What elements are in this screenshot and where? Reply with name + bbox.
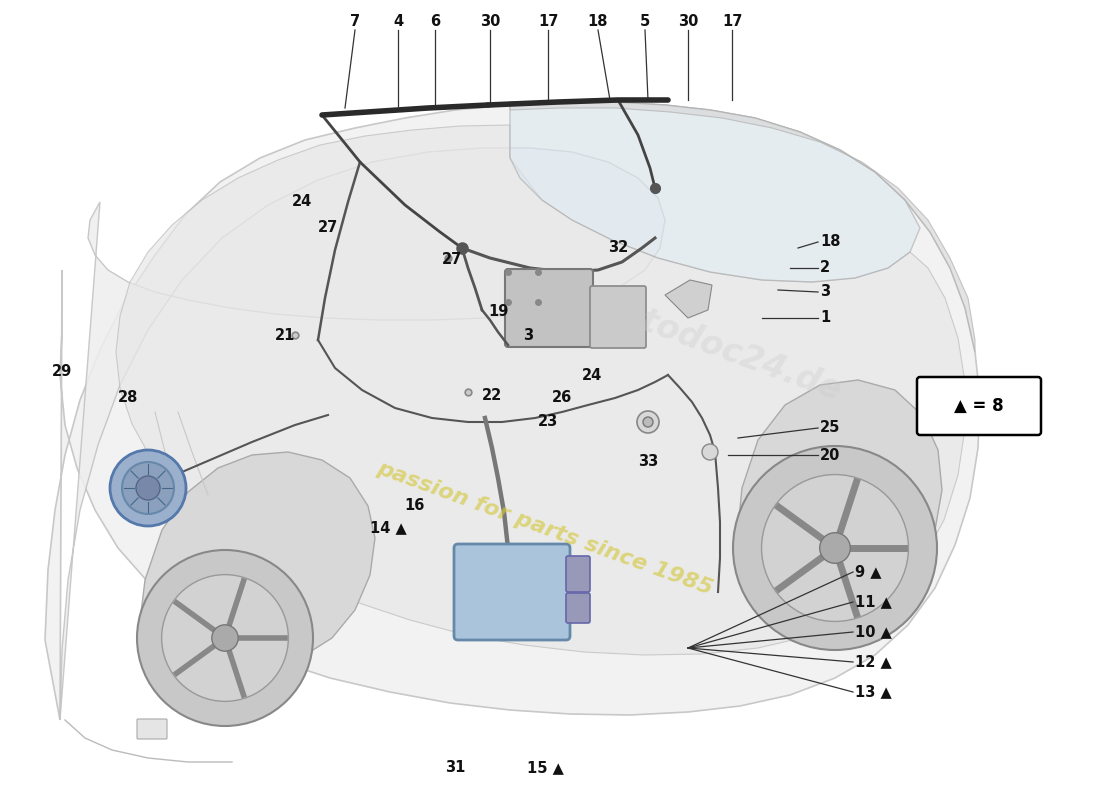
Text: 18: 18 <box>587 14 608 30</box>
Text: 25: 25 <box>820 421 840 435</box>
Circle shape <box>122 462 174 514</box>
Circle shape <box>637 411 659 433</box>
Circle shape <box>212 625 239 651</box>
FancyBboxPatch shape <box>138 719 167 739</box>
Circle shape <box>733 446 937 650</box>
Text: 1: 1 <box>820 310 830 326</box>
Circle shape <box>138 550 314 726</box>
Text: 14 ▲: 14 ▲ <box>370 521 406 535</box>
Text: 30: 30 <box>678 14 698 30</box>
Text: 32: 32 <box>608 241 628 255</box>
Text: 30: 30 <box>480 14 501 30</box>
Text: 5: 5 <box>640 14 650 30</box>
Polygon shape <box>666 280 712 318</box>
Text: 13 ▲: 13 ▲ <box>855 685 892 699</box>
Text: 29: 29 <box>52 365 73 379</box>
Text: 20: 20 <box>820 447 840 462</box>
Text: 17: 17 <box>722 14 742 30</box>
Text: 12 ▲: 12 ▲ <box>855 654 892 670</box>
Polygon shape <box>60 148 665 720</box>
Text: 33: 33 <box>638 454 658 470</box>
Text: 16: 16 <box>405 498 426 513</box>
Text: 3: 3 <box>522 327 534 342</box>
Circle shape <box>110 450 186 526</box>
Polygon shape <box>510 102 975 352</box>
Polygon shape <box>510 102 920 282</box>
Text: ▲ = 8: ▲ = 8 <box>954 397 1004 415</box>
Text: 22: 22 <box>482 387 502 402</box>
Circle shape <box>702 444 718 460</box>
Text: 2: 2 <box>820 261 830 275</box>
FancyBboxPatch shape <box>590 286 646 348</box>
Text: passion for parts since 1985: passion for parts since 1985 <box>374 458 716 598</box>
Text: autodoc24.de: autodoc24.de <box>594 289 847 407</box>
FancyBboxPatch shape <box>505 269 593 347</box>
Text: 10 ▲: 10 ▲ <box>855 625 892 639</box>
Text: 7: 7 <box>350 14 360 30</box>
Circle shape <box>761 474 909 622</box>
FancyBboxPatch shape <box>566 593 590 623</box>
Text: 19: 19 <box>487 305 508 319</box>
Polygon shape <box>116 125 965 655</box>
Polygon shape <box>736 380 942 618</box>
FancyBboxPatch shape <box>917 377 1041 435</box>
Polygon shape <box>45 102 980 720</box>
Text: 17: 17 <box>538 14 558 30</box>
Text: 31: 31 <box>444 761 465 775</box>
Circle shape <box>162 574 288 702</box>
Text: 11 ▲: 11 ▲ <box>855 594 892 610</box>
Circle shape <box>644 417 653 427</box>
Text: 26: 26 <box>552 390 572 406</box>
Text: 28: 28 <box>118 390 139 406</box>
Text: 27: 27 <box>318 221 338 235</box>
Text: 9 ▲: 9 ▲ <box>855 565 881 579</box>
Text: 27: 27 <box>442 253 462 267</box>
Text: 15 ▲: 15 ▲ <box>527 761 563 775</box>
Text: 6: 6 <box>430 14 440 30</box>
FancyBboxPatch shape <box>454 544 570 640</box>
Text: 24: 24 <box>292 194 312 210</box>
Text: 18: 18 <box>820 234 840 250</box>
Text: 3: 3 <box>820 285 830 299</box>
FancyBboxPatch shape <box>566 556 590 592</box>
Text: 24: 24 <box>582 367 602 382</box>
Circle shape <box>136 476 160 500</box>
Text: 21: 21 <box>275 327 295 342</box>
Text: 4: 4 <box>393 14 403 30</box>
Text: 23: 23 <box>538 414 558 430</box>
Polygon shape <box>138 452 375 662</box>
Circle shape <box>820 533 850 563</box>
